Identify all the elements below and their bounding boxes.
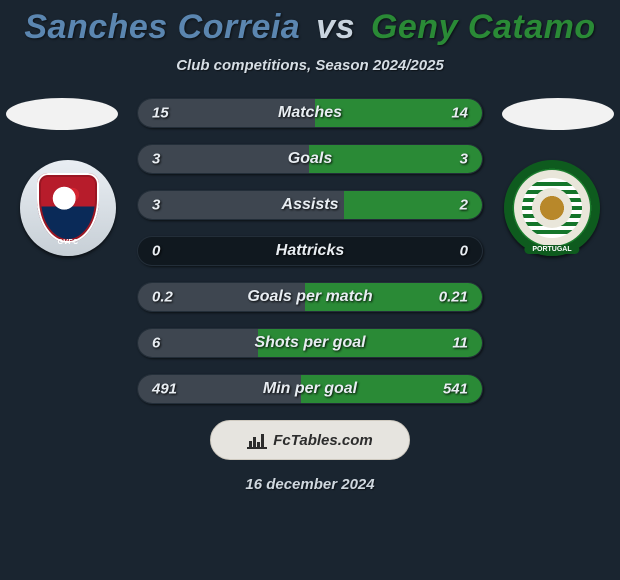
player2-name: Geny Catamo xyxy=(371,8,596,46)
stat-row: 3 2 Assists xyxy=(137,190,483,220)
stat-label: Assists xyxy=(282,196,339,214)
stat-value-player1: 0.2 xyxy=(152,289,173,306)
page-title: Sanches Correia vs Geny Catamo xyxy=(0,0,620,47)
brand-badge: FcTables.com xyxy=(210,420,410,460)
chart-icon xyxy=(247,431,267,449)
stat-row: 15 14 Matches xyxy=(137,98,483,128)
stat-label: Min per goal xyxy=(263,380,357,398)
stat-value-player1: 3 xyxy=(152,197,160,214)
footer-date: 16 december 2024 xyxy=(0,476,620,493)
player1-club-badge: GVFC xyxy=(20,160,116,256)
stat-value-player2: 2 xyxy=(460,197,468,214)
stat-row: 6 11 Shots per goal xyxy=(137,328,483,358)
stat-row: 491 541 Min per goal xyxy=(137,374,483,404)
vs-separator: vs xyxy=(316,8,355,46)
stat-label: Matches xyxy=(278,104,342,122)
subtitle: Club competitions, Season 2024/2025 xyxy=(0,57,620,74)
stat-bar-player1 xyxy=(138,145,311,173)
stat-value-player1: 0 xyxy=(152,243,160,260)
stat-value-player1: 3 xyxy=(152,151,160,168)
stat-value-player2: 11 xyxy=(452,335,468,352)
stat-label: Shots per goal xyxy=(254,334,365,352)
stat-label: Hattricks xyxy=(276,242,344,260)
stats-chart: 15 14 Matches 3 3 Goals 3 2 Assists 0 0 Hattricks 0.… xyxy=(137,98,483,404)
stat-value-player2: 3 xyxy=(460,151,468,168)
player1-photo-placeholder xyxy=(6,98,118,130)
stat-value-player1: 15 xyxy=(152,105,169,122)
stat-label: Goals xyxy=(288,150,332,168)
stat-value-player2: 0.21 xyxy=(439,289,468,306)
content-region: GVFC PORTUGAL 15 14 Matches 3 3 Goals 3 2 Assist… xyxy=(0,98,620,404)
stat-row: 3 3 Goals xyxy=(137,144,483,174)
stat-row: 0 0 Hattricks xyxy=(137,236,483,266)
stat-value-player1: 6 xyxy=(152,335,160,352)
stat-bar-player2 xyxy=(309,145,482,173)
stat-row: 0.2 0.21 Goals per match xyxy=(137,282,483,312)
player1-name: Sanches Correia xyxy=(24,8,300,46)
brand-text: FcTables.com xyxy=(273,432,372,449)
stat-label: Goals per match xyxy=(247,288,372,306)
stat-value-player2: 0 xyxy=(460,243,468,260)
stat-value-player2: 541 xyxy=(443,381,468,398)
player2-photo-placeholder xyxy=(502,98,614,130)
player2-club-badge: PORTUGAL xyxy=(504,160,600,256)
stat-value-player2: 14 xyxy=(451,105,468,122)
stat-value-player1: 491 xyxy=(152,381,177,398)
